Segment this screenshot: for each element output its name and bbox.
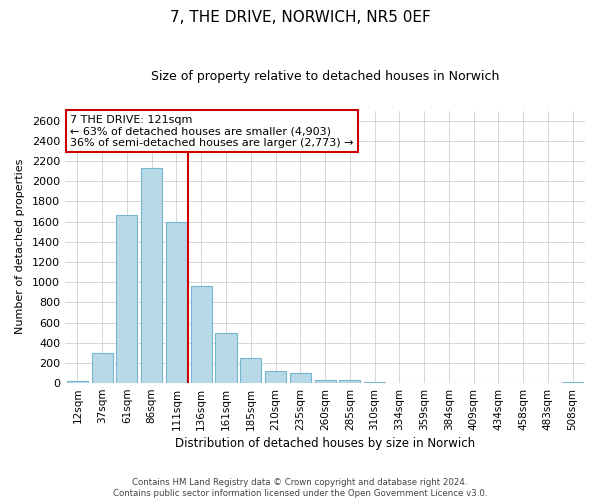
Bar bbox=[67, 381, 88, 383]
Bar bbox=[389, 382, 410, 383]
Bar bbox=[191, 286, 212, 383]
Text: 7, THE DRIVE, NORWICH, NR5 0EF: 7, THE DRIVE, NORWICH, NR5 0EF bbox=[170, 10, 430, 25]
Text: 7 THE DRIVE: 121sqm
← 63% of detached houses are smaller (4,903)
36% of semi-det: 7 THE DRIVE: 121sqm ← 63% of detached ho… bbox=[70, 114, 354, 148]
Bar bbox=[141, 168, 162, 383]
Bar bbox=[166, 222, 187, 383]
Bar bbox=[240, 358, 261, 383]
Bar bbox=[562, 382, 583, 383]
Bar bbox=[215, 332, 236, 383]
Bar bbox=[439, 382, 460, 383]
Title: Size of property relative to detached houses in Norwich: Size of property relative to detached ho… bbox=[151, 70, 499, 83]
Bar bbox=[265, 371, 286, 383]
Bar bbox=[290, 374, 311, 383]
Bar bbox=[364, 382, 385, 383]
Bar bbox=[339, 380, 361, 383]
Bar bbox=[413, 382, 434, 383]
X-axis label: Distribution of detached houses by size in Norwich: Distribution of detached houses by size … bbox=[175, 437, 475, 450]
Y-axis label: Number of detached properties: Number of detached properties bbox=[15, 159, 25, 334]
Bar bbox=[116, 214, 137, 383]
Bar bbox=[92, 354, 113, 383]
Text: Contains HM Land Registry data © Crown copyright and database right 2024.
Contai: Contains HM Land Registry data © Crown c… bbox=[113, 478, 487, 498]
Bar bbox=[314, 380, 335, 383]
